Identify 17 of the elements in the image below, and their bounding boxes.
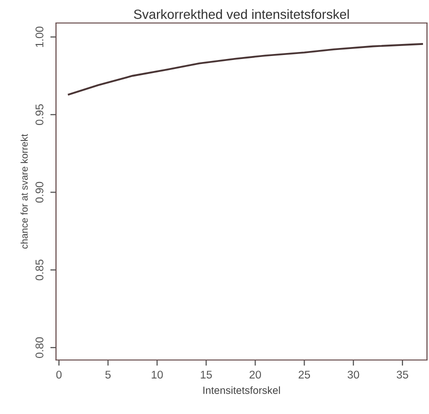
x-tick-label: 35 bbox=[396, 370, 408, 379]
line-series bbox=[68, 43, 423, 96]
x-tick-label: 10 bbox=[152, 370, 163, 379]
x-tick-label: 5 bbox=[105, 370, 111, 379]
x-tick-label: 30 bbox=[348, 370, 360, 379]
y-tick-label: 1.00 bbox=[36, 26, 44, 47]
y-tick-label: 0.95 bbox=[36, 104, 44, 126]
x-tick-label: 20 bbox=[250, 370, 261, 379]
x-tick-label: 25 bbox=[298, 370, 310, 379]
y-axis-title: chance for at svare korrekt bbox=[20, 134, 28, 249]
chart-title: Svarkorrekthed ved intensitetsforskel bbox=[134, 9, 349, 19]
y-tick-label: 0.90 bbox=[36, 182, 44, 203]
y-tick-label: 0.85 bbox=[36, 260, 44, 280]
y-tick-label: 0.80 bbox=[36, 337, 44, 358]
x-axis-title: Intensitetsforskel bbox=[203, 386, 280, 394]
x-tick-label: 0 bbox=[56, 370, 62, 379]
x-tick-label: 15 bbox=[200, 370, 212, 379]
